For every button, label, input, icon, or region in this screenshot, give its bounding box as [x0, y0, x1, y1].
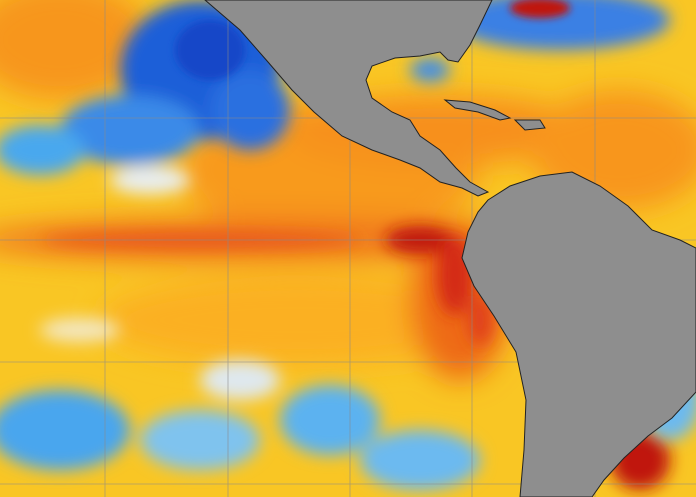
- north-america: [204, 0, 493, 197]
- land: [204, 0, 696, 497]
- deep-cool-anomalies: [175, 0, 570, 80]
- south-america: [461, 171, 696, 497]
- cuba: [443, 99, 512, 121]
- hispaniola: [513, 119, 546, 131]
